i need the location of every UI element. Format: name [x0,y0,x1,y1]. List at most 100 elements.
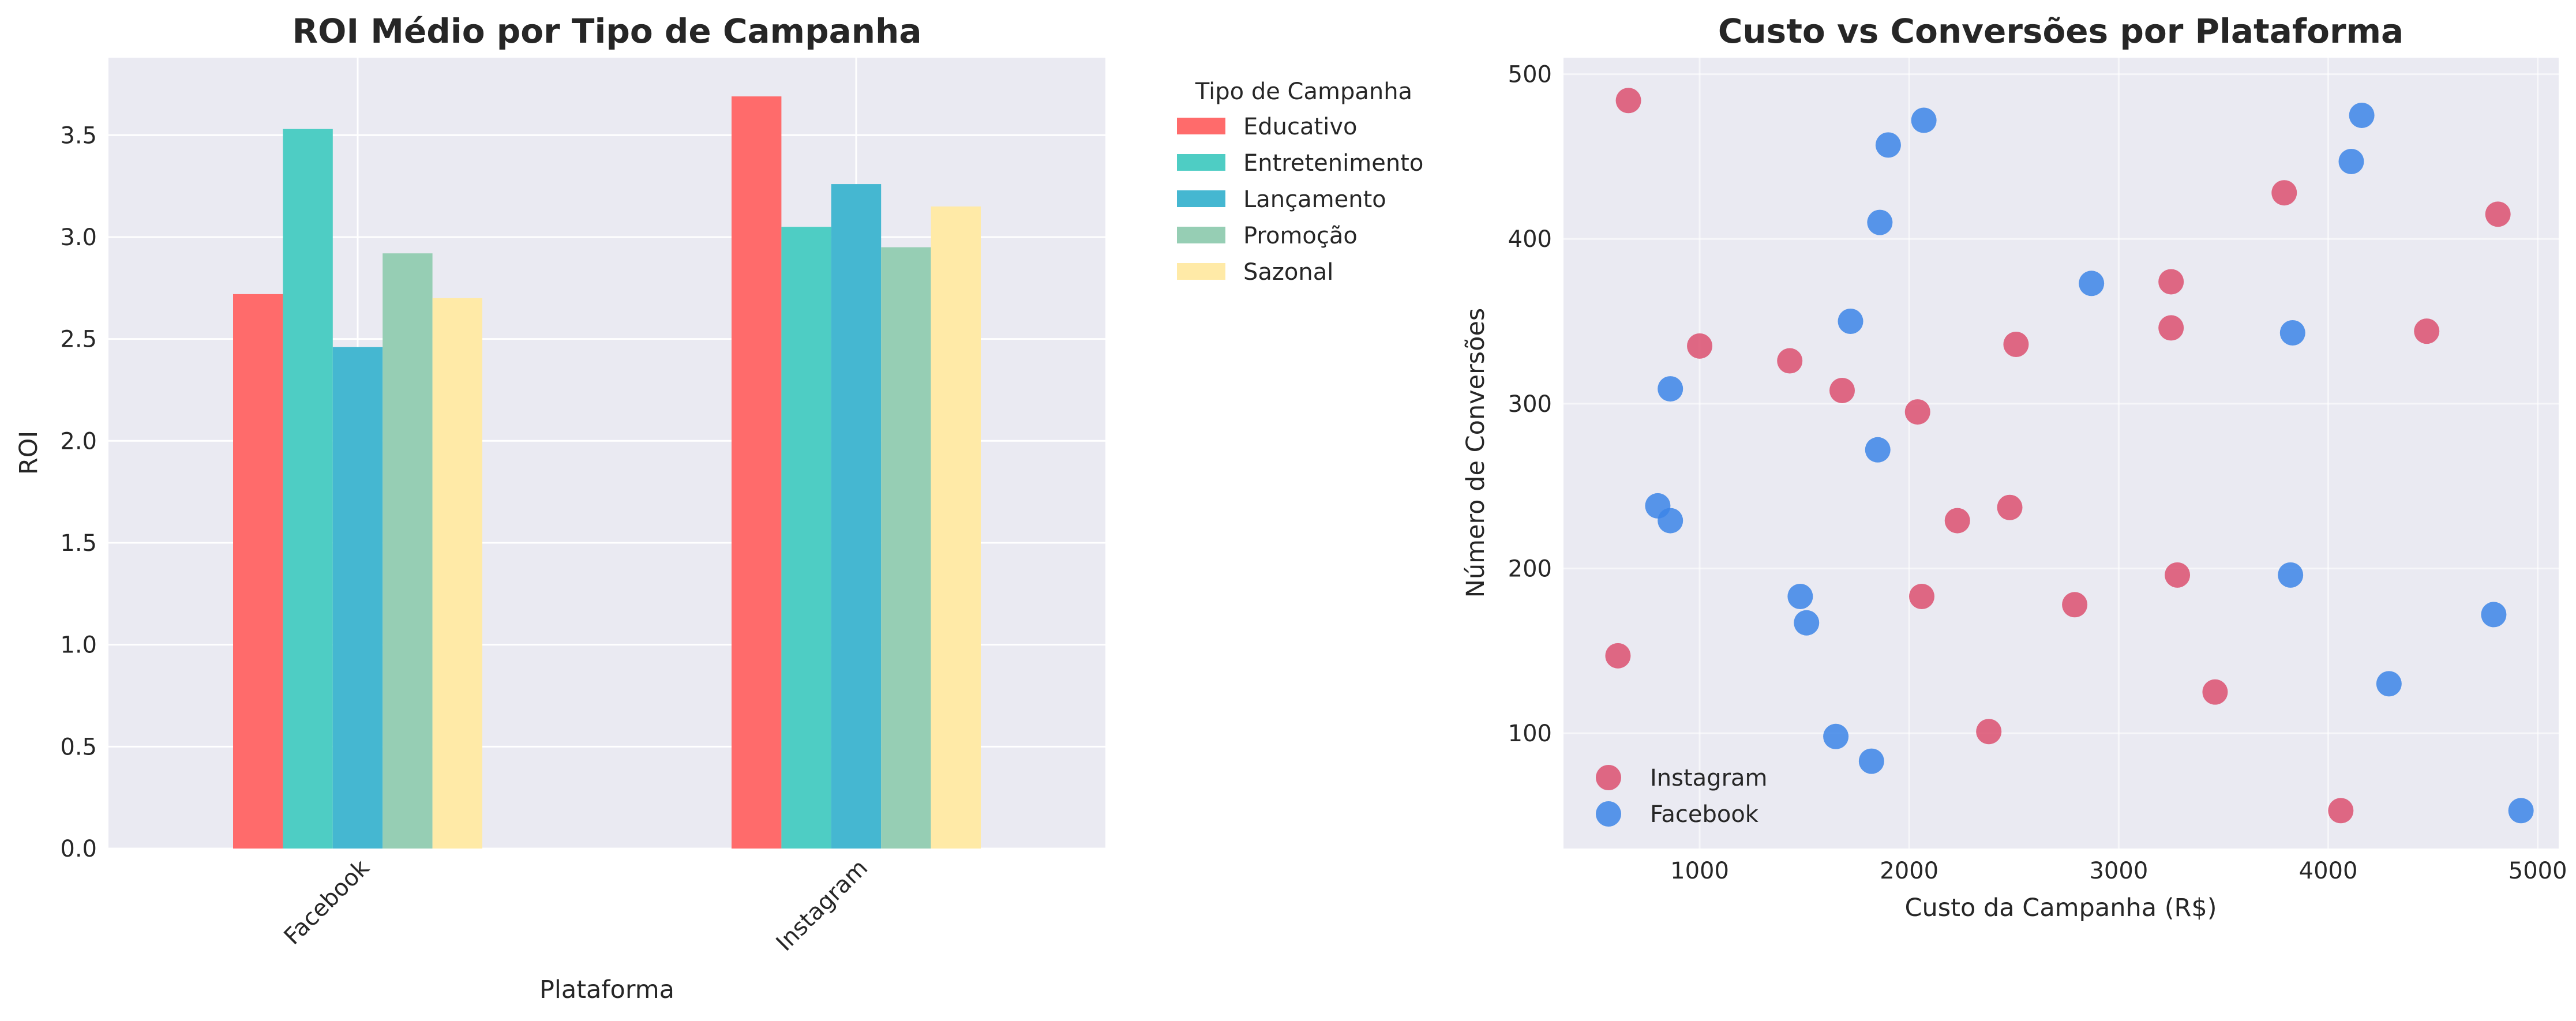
bar-legend-label: Lançamento [1243,186,1386,213]
scatter-point-instagram [1997,494,2023,520]
bar-y-axis-label: ROI [14,431,43,475]
scatter-legend: Instagram Facebook [1596,765,1768,828]
bar-entretenimento [283,129,333,849]
bar-x-tick-label: Instagram [771,855,873,956]
scatter-point-facebook [2508,798,2534,824]
bar-y-tick-label: 1.0 [60,632,97,659]
scatter-y-tick-label: 100 [1508,720,1552,747]
scatter-y-tick-label: 400 [1508,226,1552,253]
scatter-point-instagram [1904,399,1930,425]
scatter-point-facebook [2079,271,2105,296]
scatter-legend-marker [1596,801,1621,827]
bar-legend-label: Sazonal [1243,259,1333,286]
bar-entretenimento [781,227,831,849]
scatter-point-facebook [2278,562,2304,588]
bar-sazonal [432,298,482,849]
scatter-point-facebook [2376,671,2402,697]
scatter-series [1605,88,2534,824]
bar-sazonal [931,206,981,849]
bar-legend-label: Promoção [1243,223,1358,249]
scatter-point-instagram [1615,88,1641,114]
scatter-point-facebook [1658,376,1683,402]
scatter-point-facebook [1867,209,1893,235]
scatter-chart-panel: 100 200 300 400 500 1000 2000 3000 4000 5000 Cus… [1461,12,2567,922]
bar-legend-title: Tipo de Campanha [1195,78,1412,105]
scatter-point-facebook [2481,602,2507,628]
bar-chart-title: ROI Médio por Tipo de Campanha [293,12,922,51]
bar-y-tick-label: 2.0 [60,428,97,455]
bar-x-tick-label: Facebook [279,854,375,950]
scatter-point-instagram [2414,318,2440,344]
bar-y-ticks: 0.0 0.5 1.0 1.5 2.0 2.5 3.0 3.5 [60,122,97,862]
scatter-y-tick-label: 300 [1508,391,1552,418]
scatter-point-facebook [2349,102,2375,128]
bar-chart-panel: 0.0 0.5 1.0 1.5 2.0 2.5 3.0 3.5 Facebook Instagr… [14,12,1423,1004]
scatter-point-facebook [1823,723,1849,749]
scatter-point-facebook [1875,132,1901,158]
scatter-point-instagram [1829,377,1855,403]
bar-legend-swatch [1177,118,1225,134]
scatter-point-facebook [1658,508,1683,534]
scatter-point-instagram [2271,180,2297,206]
scatter-gridlines [1563,58,2559,849]
scatter-point-instagram [2158,315,2184,341]
scatter-point-instagram [2202,679,2228,705]
bar-y-tick-label: 3.0 [60,224,97,251]
bar-educativo [233,294,283,849]
scatter-legend-label: Instagram [1650,765,1768,791]
scatter-y-tick-label: 200 [1508,555,1552,582]
scatter-x-tick-label: 4000 [2299,858,2358,884]
scatter-point-facebook [1787,583,1813,609]
bar-y-tick-label: 0.5 [60,734,97,760]
scatter-point-facebook [1838,309,1863,334]
bar-legend-swatch [1177,263,1225,280]
scatter-plot-area [1563,58,2559,849]
scatter-point-instagram [1605,643,1631,669]
bar-y-tick-label: 0.0 [60,836,97,862]
bar-legend-label: Educativo [1243,114,1357,140]
bar-promoção [881,247,931,849]
scatter-point-instagram [2165,562,2191,588]
scatter-point-instagram [1687,333,1713,359]
bar-legend-swatch [1177,227,1225,243]
bar-educativo [732,96,782,849]
scatter-point-instagram [2158,269,2184,295]
scatter-y-axis-label: Número de Conversões [1461,308,1490,598]
bar-lançamento [831,184,882,849]
scatter-point-instagram [2485,201,2511,227]
scatter-x-tick-label: 5000 [2508,858,2567,884]
scatter-chart-title: Custo vs Conversões por Plataforma [1718,12,2403,51]
bar-legend-swatch [1177,154,1225,171]
bar-legend-label: Entretenimento [1243,150,1423,177]
scatter-y-ticks: 100 200 300 400 500 [1508,62,1552,748]
scatter-point-instagram [1909,583,1934,609]
bar-promoção [383,253,433,849]
scatter-y-tick-label: 500 [1508,62,1552,88]
bar-x-ticks: Facebook Instagram [279,854,873,956]
scatter-x-tick-label: 3000 [2089,858,2148,884]
scatter-x-tick-label: 1000 [1670,858,1729,884]
scatter-point-facebook [1865,437,1891,463]
scatter-point-instagram [1777,348,1803,374]
bar-legend-swatch [1177,190,1225,207]
scatter-legend-marker [1596,765,1621,790]
bar-y-tick-label: 1.5 [60,530,97,557]
bar-lançamento [332,347,383,849]
bar-series [233,96,981,849]
scatter-x-axis-label: Custo da Campanha (R$) [1904,894,2217,922]
scatter-point-instagram [2003,331,2029,357]
scatter-point-facebook [2279,320,2305,346]
bar-legend: Tipo de Campanha Educativo Entretenimento… [1177,78,1423,286]
scatter-point-instagram [2328,798,2354,824]
bar-x-axis-label: Plataforma [539,975,674,1004]
scatter-point-facebook [1911,107,1937,133]
scatter-point-instagram [2062,592,2088,618]
scatter-point-facebook [1794,610,1820,636]
scatter-x-ticks: 1000 2000 3000 4000 5000 [1670,858,2567,884]
scatter-point-instagram [1944,508,1970,534]
scatter-point-facebook [2338,148,2364,174]
scatter-point-facebook [1858,748,1884,774]
scatter-point-instagram [1976,719,2002,745]
scatter-x-tick-label: 2000 [1880,858,1938,884]
